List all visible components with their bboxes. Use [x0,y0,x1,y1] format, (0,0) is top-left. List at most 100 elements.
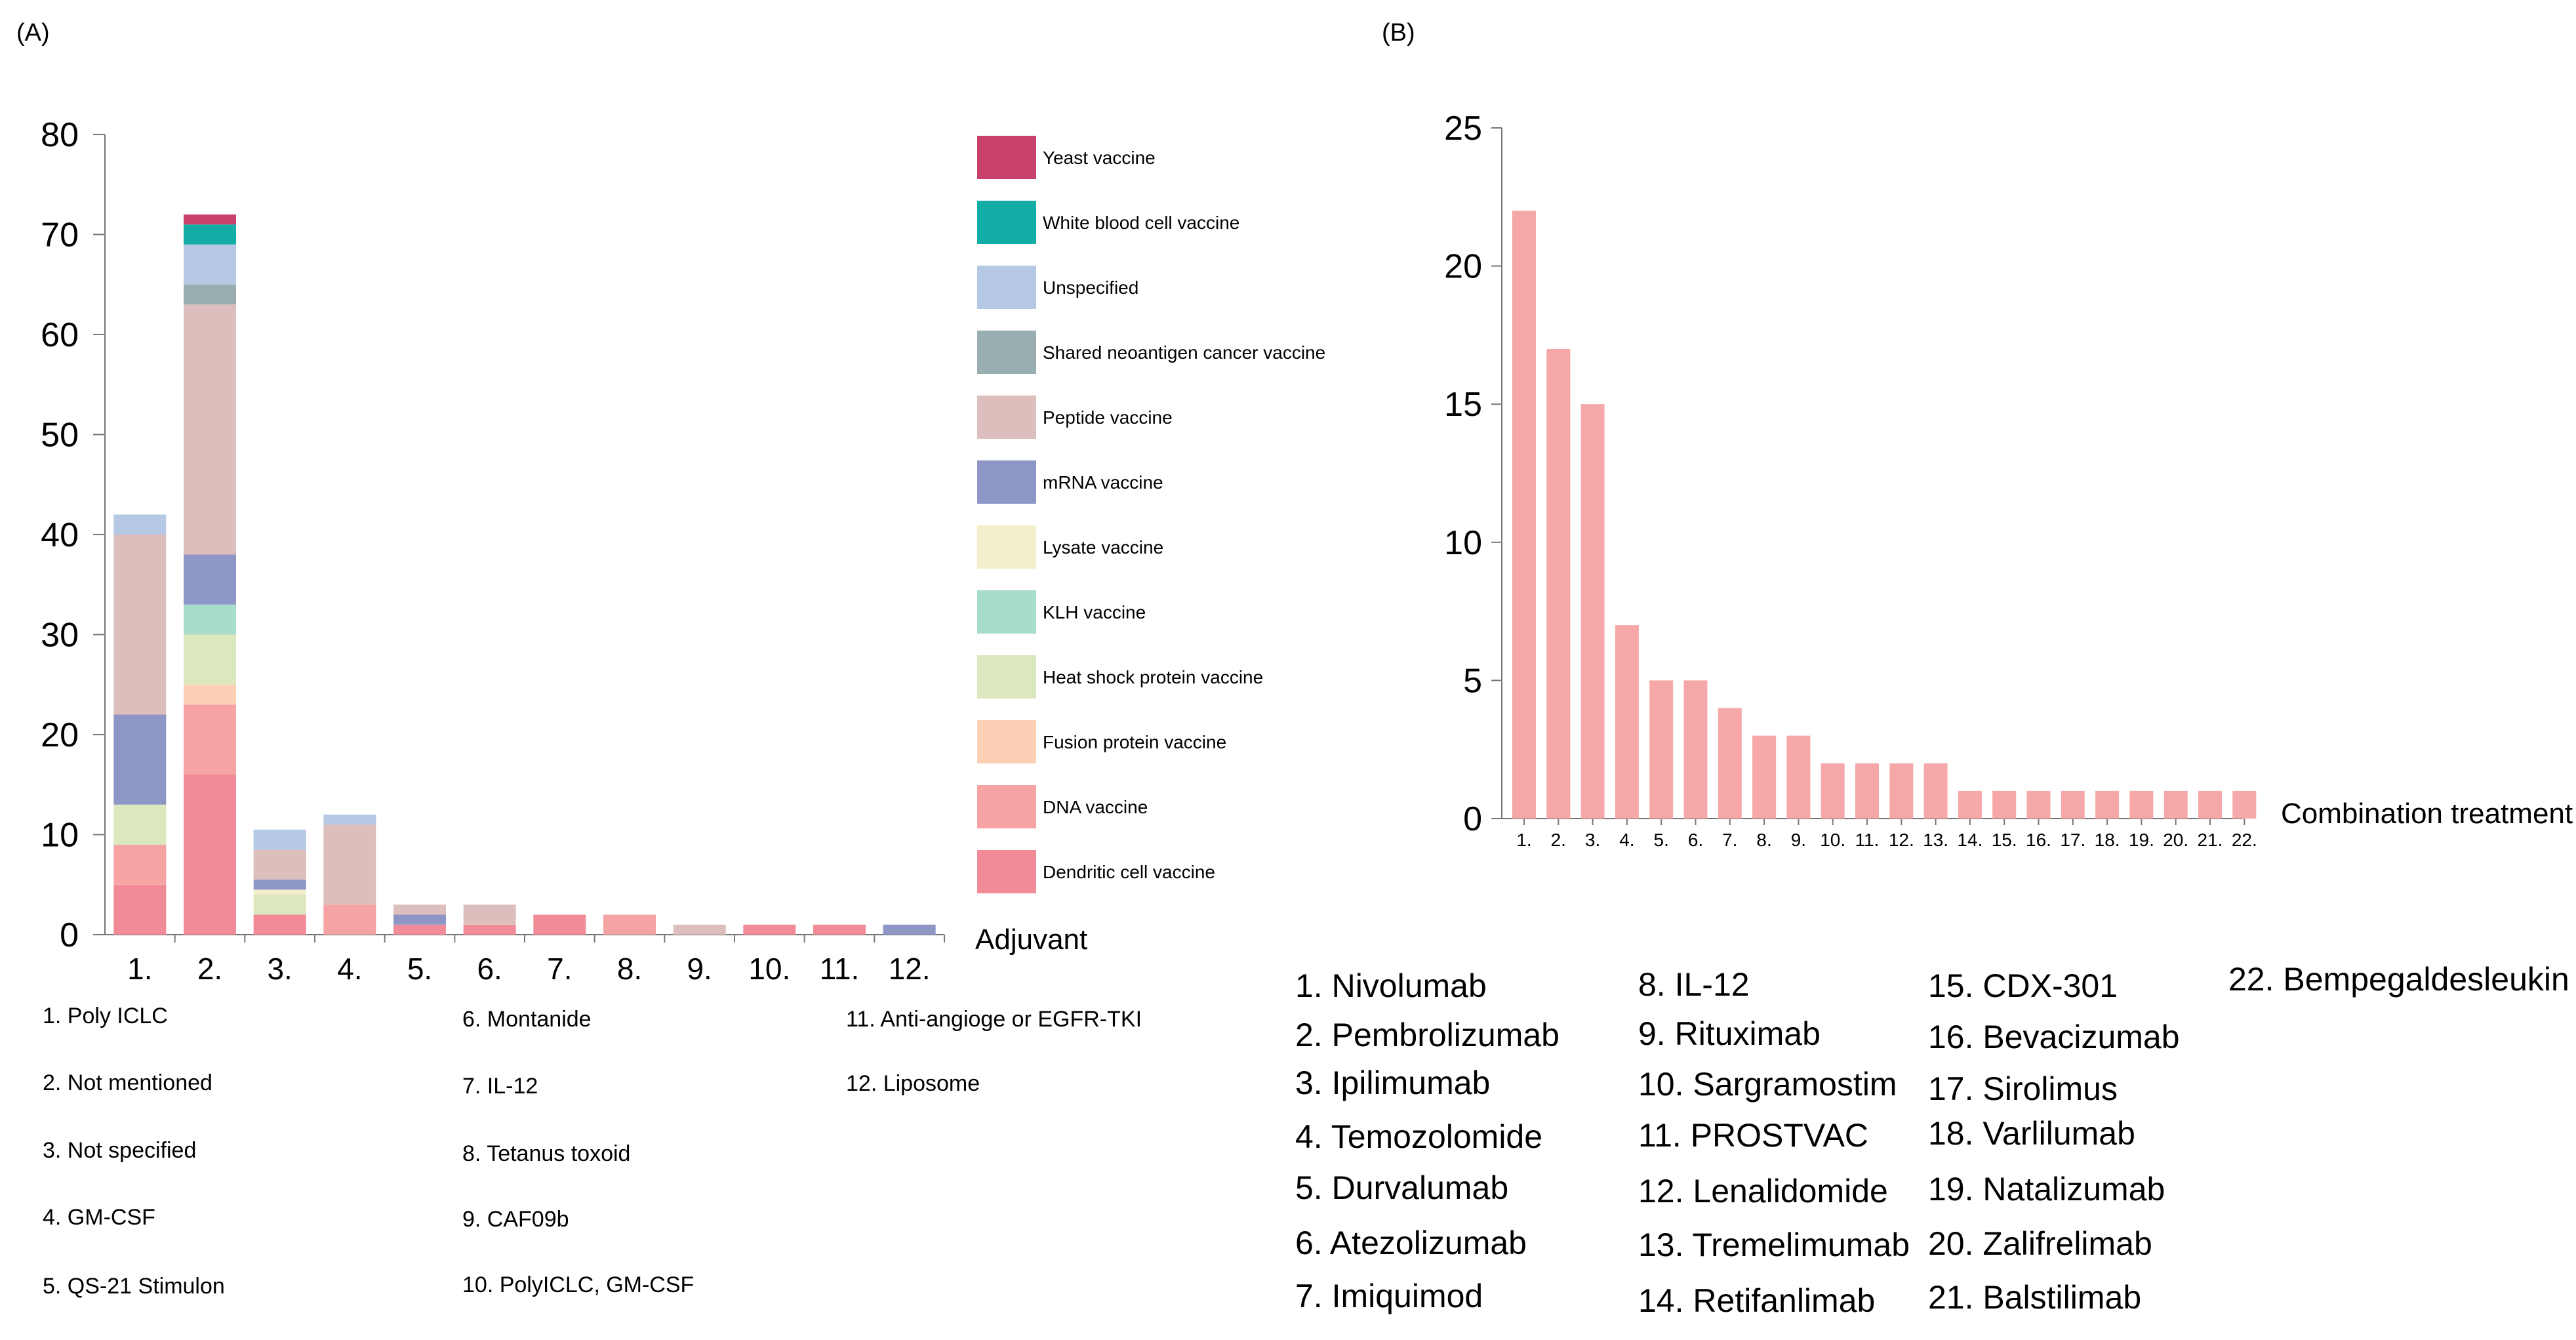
legend-swatch [977,201,1036,244]
adjuvant-key-item: 7. IL-12 [462,1074,538,1099]
bar-segment [253,914,306,935]
bar-segment [253,895,306,915]
bar [1683,680,1708,819]
combination-treatment-key: 1. Nivolumab 2. Pembrolizumab 3. Ipilimuma… [1295,961,2569,1319]
bar-segment [253,880,306,890]
legend-entry: Unspecified [1043,277,1138,298]
bar-segment [393,904,446,915]
bar [1649,680,1674,819]
bar-segment [393,924,446,935]
bar [1821,763,1845,819]
legend-swatch [977,136,1036,179]
legend-swatch [977,720,1036,763]
bar-segment [184,244,236,285]
bar-segment [813,924,866,935]
y-tick-label: 25 [1444,110,1482,148]
x-tick-label: 21. [2198,830,2223,850]
x-tick-label: 11. [820,952,860,986]
x-tick-label: 14. [1957,830,1982,850]
legend-entry: Heat shock protein vaccine [1043,667,1263,687]
bar-segment [463,924,516,935]
bar [1992,790,2017,819]
bar-segment [113,714,167,805]
y-tick-label: 5 [1463,662,1482,700]
adjuvant-key-item: 3. Not specified [43,1138,196,1163]
bar-segment [184,704,236,775]
legend-entry: Yeast vaccine [1043,148,1156,168]
bar [1786,735,1811,819]
bar [1546,348,1571,819]
treatment-key-item: 14. Retifanlimab [1638,1282,1875,1319]
bar [1718,708,1742,819]
treatment-key-item: 6. Atezolizumab [1295,1225,1527,1261]
legend-swatch [977,590,1036,634]
adjuvant-key-item: 10. PolyICLC, GM-CSF [462,1272,694,1297]
x-tick-label: 5. [1654,830,1669,850]
y-tick-label: 15 [1444,386,1482,424]
x-tick-label: 3. [1585,830,1600,850]
bar-segment [253,849,306,880]
adjuvant-key-item: 1. Poly ICLC [43,1004,168,1028]
legend-entry: Shared neoantigen cancer vaccine [1043,342,1325,363]
x-tick-label: 8. [617,952,642,986]
bar [1615,625,1639,819]
bar [2198,790,2222,819]
bar-segment [113,804,167,845]
x-tick-label: 1. [1516,830,1531,850]
y-tick-label: 60 [41,316,79,354]
treatment-key-item: 8. IL-12 [1638,966,1750,1003]
bar-segment [184,684,236,705]
treatment-key-item: 15. CDX-301 [1928,967,2118,1004]
legend-entry: Dendritic cell vaccine [1043,862,1215,882]
legend-swatch [977,460,1036,504]
y-tick-label: 0 [60,916,79,954]
legend-swatch [977,266,1036,309]
x-tick-label: 1. [127,952,152,986]
bar-segment [883,924,936,935]
chart-a-adjuvant: 0 10 20 30 40 50 60 70 80 1. 2. 3. 4. 5. 6. 7. 8. 9. 10. 11… [41,116,1087,986]
x-tick-label: 7. [547,952,572,986]
x-tick-label: 17. [2060,830,2085,850]
bar [1512,211,1536,819]
x-axis-title: Combination treatment [2281,798,2573,830]
treatment-key-item: 16. Bevacizumab [1928,1019,2180,1055]
bar-segment [113,844,167,885]
adjuvant-key-item: 11. Anti-angioge or EGFR-TKI [846,1007,1142,1032]
bar-segment [184,634,236,685]
treatment-key-item: 21. Balstilimab [1928,1279,2141,1316]
bar [2232,790,2257,819]
adjuvant-key-item: 8. Tetanus toxoid [462,1141,630,1166]
treatment-key-item: 4. Temozolomide [1295,1118,1542,1155]
x-tick-label: 9. [1791,830,1806,850]
bar-segment [253,829,306,850]
bar-segment [113,514,167,535]
y-tick-label: 20 [41,716,79,754]
x-tick-label: 6. [1688,830,1703,850]
treatment-key-item: 5. Durvalumab [1295,1169,1508,1206]
x-tick-label: 18. [2095,830,2120,850]
panel-b-label: (B) [1382,19,1415,47]
adjuvant-key-item: 9. CAF09b [462,1207,569,1232]
treatment-key-item: 22. Bempegaldesleukin [2228,961,2569,998]
x-tick-label: 15. [1992,830,2017,850]
y-tick-label: 40 [41,516,79,554]
bar [1958,790,1982,819]
x-tick-label: 10. [748,952,790,986]
x-tick-label: 10. [1820,830,1845,850]
x-tick-label: 11. [1855,830,1880,850]
x-tick-label: 4. [1619,830,1634,850]
y-tick-label: 20 [1444,248,1482,286]
legend-entry: White blood cell vaccine [1043,213,1239,233]
adjuvant-key-item: 12. Liposome [846,1071,980,1096]
legend-swatch [977,850,1036,893]
treatment-key-item: 1. Nivolumab [1295,967,1487,1004]
adjuvant-key-item: 2. Not mentioned [43,1070,212,1095]
y-tick-label: 80 [41,116,79,154]
legend-entry: DNA vaccine [1043,797,1148,817]
adjuvant-key-item: 4. GM-CSF [43,1205,155,1230]
bar-segment [323,904,376,935]
bar [2026,790,2051,819]
bar-segment [184,604,236,635]
bar [1752,735,1777,819]
bar-segment [113,535,167,715]
